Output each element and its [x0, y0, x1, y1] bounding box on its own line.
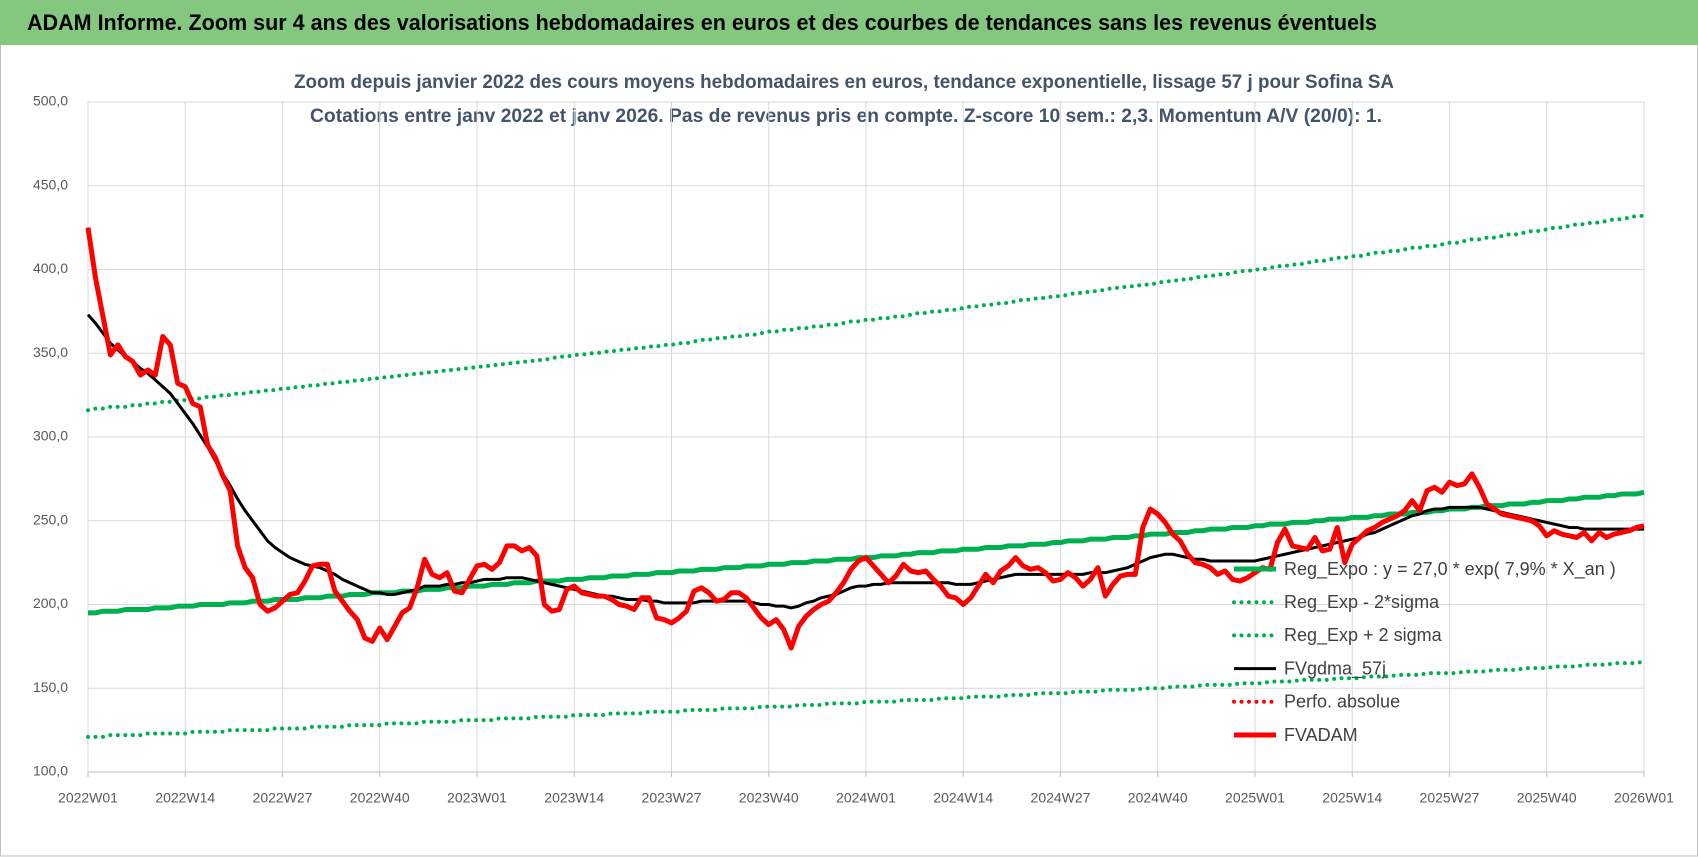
x-tick-label: 2023W14: [544, 790, 604, 806]
header-band: [0, 0, 1698, 45]
x-tick-label: 2024W27: [1031, 790, 1091, 806]
chart-subtitle: Cotations entre janv 2022 et janv 2026. …: [310, 106, 1382, 127]
line-series: [86, 313, 1644, 610]
x-tick-label: 2022W01: [58, 790, 118, 806]
x-tick-label: 2026W01: [1614, 790, 1674, 806]
chart-frame: [0, 43, 1698, 857]
chart-title: Zoom depuis janvier 2022 des cours moyen…: [294, 72, 1394, 93]
legend-label: Perfo. absolue: [1284, 692, 1400, 712]
x-tick-label: 2025W27: [1420, 790, 1480, 806]
y-tick-label: 350,0: [33, 344, 68, 360]
x-tick-label: 2024W01: [836, 790, 896, 806]
legend-label: FVgdma_57j: [1284, 658, 1386, 679]
page-title: ADAM Informe. Zoom sur 4 ans des valoris…: [27, 10, 1377, 35]
y-tick-label: 300,0: [33, 428, 68, 444]
y-tick-label: 400,0: [33, 260, 68, 276]
x-tick-label: 2022W27: [253, 790, 313, 806]
legend-label: Reg_Expo : y = 27,0 * exp( 7,9% * X_an ): [1284, 559, 1616, 580]
y-tick-label: 500,0: [33, 93, 68, 109]
y-tick-label: 250,0: [33, 511, 68, 527]
legend-label: Reg_Exp + 2 sigma: [1284, 625, 1443, 646]
x-tick-label: 2024W14: [933, 790, 993, 806]
x-tick-label: 2022W14: [155, 790, 215, 806]
x-tick-label: 2023W40: [739, 790, 799, 806]
line-series: [86, 659, 1646, 739]
x-tick-label: 2024W40: [1128, 790, 1188, 806]
x-tick-label: 2023W01: [447, 790, 507, 806]
y-tick-label: 450,0: [33, 176, 68, 192]
x-tick-label: 2025W14: [1322, 790, 1382, 806]
x-tick-label: 2025W01: [1225, 790, 1285, 806]
y-tick-label: 200,0: [33, 595, 68, 611]
x-tick-label: 2025W40: [1517, 790, 1577, 806]
y-tick-label: 150,0: [33, 679, 68, 695]
x-tick-label: 2022W40: [350, 790, 410, 806]
legend-label: FVADAM: [1284, 725, 1358, 745]
y-tick-label: 100,0: [33, 763, 68, 779]
legend-label: Reg_Exp - 2*sigma: [1284, 592, 1440, 613]
line-series: [85, 227, 1645, 651]
line-series: [86, 213, 1646, 413]
x-tick-label: 2023W27: [642, 790, 702, 806]
